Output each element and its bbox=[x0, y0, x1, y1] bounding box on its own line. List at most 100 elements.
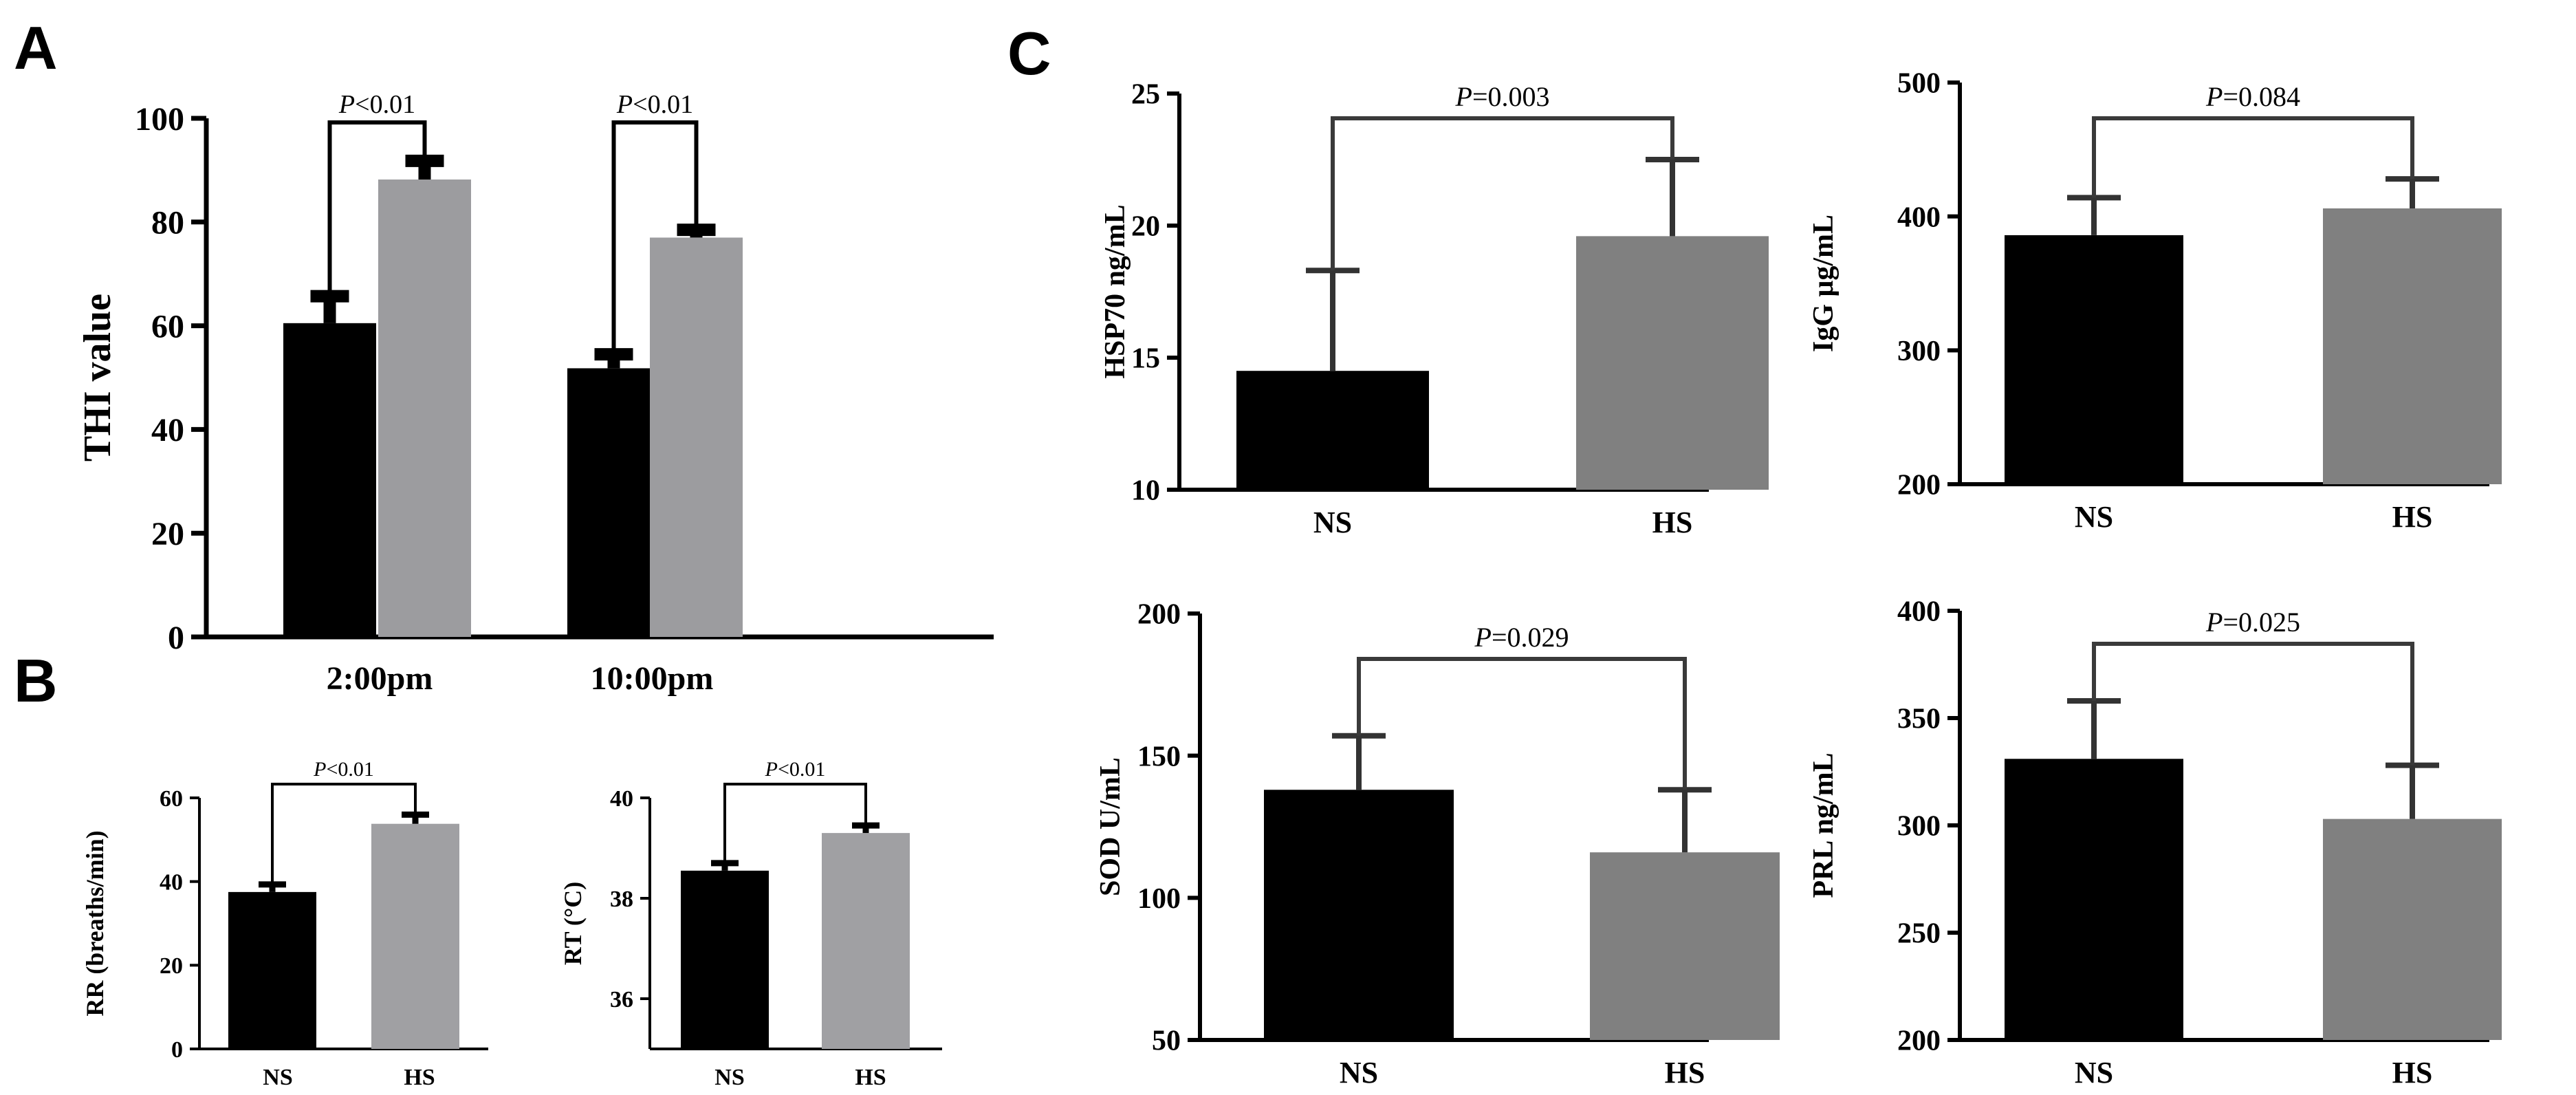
y-tick-label: 150 bbox=[1137, 741, 1181, 772]
bar-hs bbox=[2323, 818, 2502, 1040]
significance-label: P=0.025 bbox=[2205, 607, 2300, 638]
significance-bracket bbox=[1357, 657, 1687, 790]
y-axis-title: THI value bbox=[76, 294, 119, 462]
significance-label-p: P bbox=[765, 758, 778, 781]
y-tick-label: 250 bbox=[1897, 918, 1941, 950]
bar-hs bbox=[371, 823, 459, 1049]
bar-hs-0 bbox=[378, 179, 471, 637]
y-tick-label: 38 bbox=[610, 887, 633, 912]
significance-label-p: P bbox=[616, 90, 633, 119]
bar-ns-1 bbox=[567, 368, 660, 637]
significance-bracket bbox=[1331, 116, 1674, 271]
significance-label-p: P bbox=[338, 90, 355, 119]
significance-bracket bbox=[2092, 642, 2414, 766]
significance-label: P=0.084 bbox=[2205, 81, 2300, 112]
y-tick-label: 300 bbox=[1897, 811, 1941, 843]
significance-label-value: <0.01 bbox=[778, 758, 825, 781]
y-axis-title: IgG μg/mL bbox=[1808, 215, 1840, 352]
bar-ns bbox=[681, 870, 769, 1049]
chart-b2: 36 38 40 RT (°C) NS HS P<0.01 bbox=[559, 758, 942, 1090]
significance-label: P<0.01 bbox=[765, 758, 826, 781]
significance-label-value: =0.084 bbox=[2223, 81, 2300, 112]
y-tick-label: 20 bbox=[1131, 211, 1160, 243]
bar-hs bbox=[2323, 208, 2502, 484]
y-tick-label: 20 bbox=[160, 953, 183, 979]
x-category-label: NS bbox=[1340, 1056, 1378, 1089]
bar-ns bbox=[2005, 759, 2183, 1040]
y-tick-label: 400 bbox=[1897, 202, 1941, 233]
y-tick-label: 60 bbox=[160, 786, 183, 812]
y-tick-label: 80 bbox=[151, 205, 184, 241]
x-category-label: 10:00pm bbox=[591, 660, 714, 697]
significance-label: P=0.029 bbox=[1474, 622, 1569, 653]
significance-label-p: P bbox=[1455, 81, 1472, 112]
bar-ns bbox=[1264, 790, 1454, 1040]
y-axis-title: PRL ng/mL bbox=[1808, 752, 1840, 898]
x-category-label: HS bbox=[2392, 1056, 2433, 1089]
x-category-label: HS bbox=[855, 1065, 886, 1090]
bar-hs bbox=[1590, 852, 1780, 1040]
x-category-label: HS bbox=[2392, 500, 2433, 534]
chart-c4: 200 250 300 350 400 PRL ng/mL NS HS P=0.025 bbox=[1808, 596, 2502, 1089]
significance-label-p: P bbox=[2205, 607, 2223, 638]
x-category-label: HS bbox=[1652, 506, 1693, 539]
x-category-label: HS bbox=[1665, 1056, 1705, 1089]
y-tick-label: 36 bbox=[610, 987, 633, 1012]
significance-bracket bbox=[271, 783, 417, 885]
x-category-label: NS bbox=[2075, 500, 2113, 534]
y-axis-title: HSP70 ng/mL bbox=[1100, 204, 1131, 378]
significance-label-p: P bbox=[1474, 622, 1492, 653]
panel-letter-b: B bbox=[14, 647, 58, 715]
x-category-label: NS bbox=[714, 1065, 744, 1090]
significance-label-value: =0.029 bbox=[1492, 622, 1569, 653]
y-tick-label: 15 bbox=[1131, 343, 1160, 375]
significance-label-value: <0.01 bbox=[633, 90, 693, 119]
bar-hs bbox=[822, 833, 910, 1049]
y-tick-label: 60 bbox=[151, 308, 184, 345]
y-axis-title: RT (°C) bbox=[559, 882, 587, 965]
significance-label-p: P bbox=[2205, 81, 2223, 112]
y-tick-label: 200 bbox=[1137, 599, 1181, 631]
y-tick-label: 50 bbox=[1152, 1026, 1181, 1057]
bar-hs-1 bbox=[650, 237, 743, 637]
x-category-label: NS bbox=[263, 1065, 292, 1090]
bar-ns bbox=[1236, 371, 1429, 490]
significance-label: P=0.003 bbox=[1455, 81, 1550, 112]
y-tick-label: 500 bbox=[1897, 68, 1941, 100]
y-tick-label: 350 bbox=[1897, 704, 1941, 735]
y-tick-label: 40 bbox=[151, 412, 184, 448]
significance-label-value: <0.01 bbox=[326, 758, 373, 781]
bar-ns bbox=[2005, 235, 2183, 484]
y-tick-label: 20 bbox=[151, 516, 184, 552]
y-tick-label: 300 bbox=[1897, 336, 1941, 367]
significance-bracket bbox=[723, 783, 867, 863]
y-tick-label: 200 bbox=[1897, 1026, 1941, 1057]
y-axis-title: SOD U/mL bbox=[1095, 757, 1126, 896]
x-category-label: 2:00pm bbox=[327, 660, 433, 697]
y-tick-label: 25 bbox=[1131, 79, 1160, 111]
significance-bracket bbox=[2092, 116, 2414, 198]
significance-label: P<0.01 bbox=[338, 90, 415, 119]
chart-b1: 0 20 40 60 RR (breaths/min) NS HS P<0.01 bbox=[81, 758, 488, 1090]
y-tick-label: 0 bbox=[168, 620, 184, 656]
y-tick-label: 200 bbox=[1897, 470, 1941, 501]
x-category-label: NS bbox=[2075, 1056, 2113, 1089]
panel-letter-a: A bbox=[14, 14, 58, 82]
chart-c3: 50 100 150 200 SOD U/mL NS HS P=0.029 bbox=[1095, 599, 1780, 1089]
chart-c2: 200 300 400 500 IgG μg/mL NS HS P=0.084 bbox=[1808, 68, 2502, 534]
significance-label: P<0.01 bbox=[313, 758, 374, 781]
bar-ns-0 bbox=[283, 323, 376, 637]
y-tick-label: 40 bbox=[160, 870, 183, 896]
chart-c1: 10 15 20 25 HSP70 ng/mL NS HS P=0.003 bbox=[1100, 79, 1769, 539]
bar-ns bbox=[228, 891, 316, 1049]
x-category-label: HS bbox=[404, 1065, 435, 1090]
significance-label-value: =0.003 bbox=[1472, 81, 1550, 112]
significance-bracket bbox=[611, 120, 699, 355]
y-axis-title: RR (breaths/min) bbox=[81, 830, 109, 1016]
significance-bracket bbox=[327, 120, 427, 296]
x-category-label: NS bbox=[1313, 506, 1352, 539]
panel-letter-c: C bbox=[1007, 19, 1051, 87]
